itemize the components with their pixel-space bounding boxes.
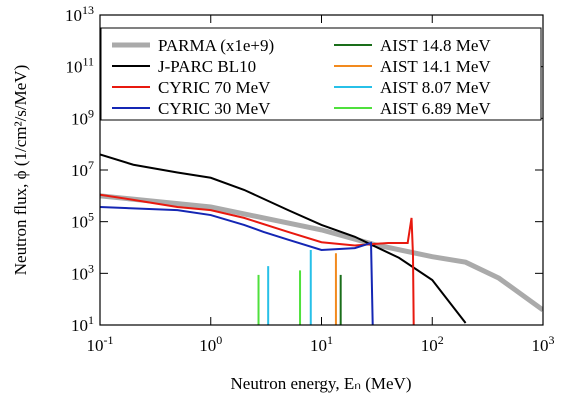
legend-box bbox=[100, 27, 542, 121]
y-tick-label: 105 bbox=[71, 210, 94, 232]
legend-label: AIST 6.89 MeV bbox=[380, 99, 491, 118]
y-tick-label: 103 bbox=[71, 261, 94, 283]
y-tick-label: 107 bbox=[71, 158, 94, 180]
legend-label: AIST 14.8 MeV bbox=[380, 36, 491, 55]
y-tick-label: 1013 bbox=[65, 3, 94, 25]
legend-label: CYRIC 70 MeV bbox=[158, 78, 271, 97]
plot-area bbox=[100, 153, 543, 325]
legend-label: AIST 8.07 MeV bbox=[380, 78, 491, 97]
x-tick-label: 103 bbox=[532, 333, 555, 355]
y-tick-label: 101 bbox=[71, 313, 94, 335]
x-tick-label: 100 bbox=[199, 333, 222, 355]
series-line bbox=[100, 193, 543, 313]
y-tick-label: 109 bbox=[71, 106, 94, 128]
y-tick-label: 1011 bbox=[65, 55, 94, 77]
series-line bbox=[100, 205, 374, 325]
y-axis-label: Neutron flux, ϕ (1/cm²/s/MeV) bbox=[11, 65, 30, 275]
x-tick-label: 102 bbox=[421, 333, 444, 355]
legend-label: CYRIC 30 MeV bbox=[158, 99, 271, 118]
x-tick-label: 10-1 bbox=[87, 333, 114, 355]
series-line bbox=[100, 193, 415, 325]
x-axis-label: Neutron energy, Eₙ (MeV) bbox=[231, 374, 412, 393]
series-line bbox=[100, 153, 467, 324]
x-tick-label: 101 bbox=[310, 333, 333, 355]
legend: PARMA (x1e+9) J-PARC BL10 CYRIC 70 MeV CYRI… bbox=[100, 27, 542, 121]
legend-label: PARMA (x1e+9) bbox=[158, 36, 274, 55]
legend-label: J-PARC BL10 bbox=[158, 57, 256, 76]
legend-label: AIST 14.1 MeV bbox=[380, 57, 491, 76]
